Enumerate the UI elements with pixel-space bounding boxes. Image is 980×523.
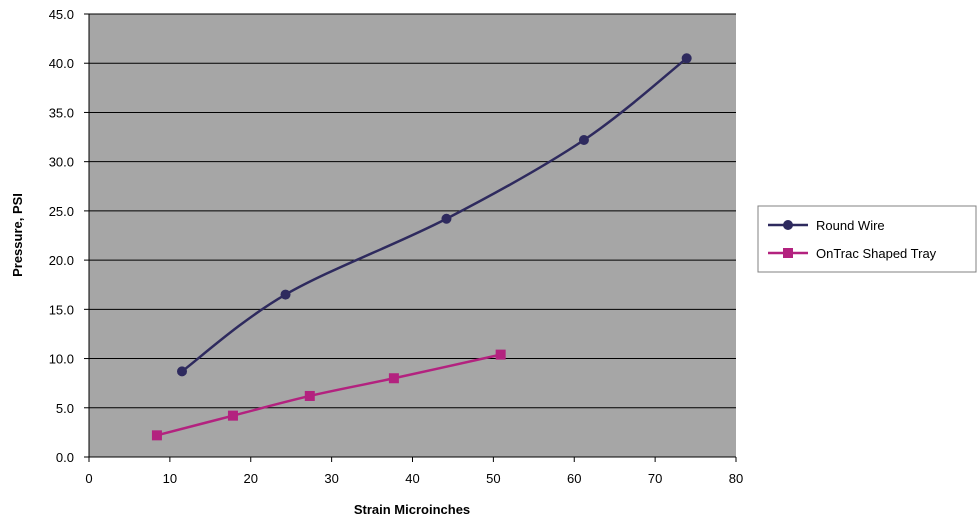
y-tick-label: 5.0 xyxy=(56,401,74,416)
data-point xyxy=(388,373,399,384)
x-tick-label: 70 xyxy=(648,471,662,486)
y-tick-label: 30.0 xyxy=(49,155,74,170)
legend-marker xyxy=(783,248,793,258)
y-tick-label: 10.0 xyxy=(49,352,74,367)
x-tick-label: 10 xyxy=(163,471,177,486)
x-tick-label: 60 xyxy=(567,471,581,486)
x-tick-label: 50 xyxy=(486,471,500,486)
data-point xyxy=(151,430,162,441)
y-tick-label: 45.0 xyxy=(49,7,74,22)
y-axis-title: Pressure, PSI xyxy=(10,193,25,277)
legend-box xyxy=(757,205,977,273)
y-tick-label: 20.0 xyxy=(49,253,74,268)
data-point xyxy=(280,289,291,300)
data-point xyxy=(441,213,452,224)
data-point xyxy=(177,366,188,377)
series-layer xyxy=(151,53,692,441)
data-point xyxy=(578,135,589,146)
series-round-wire xyxy=(177,53,692,377)
x-tick-label: 80 xyxy=(729,471,743,486)
legend-marker xyxy=(783,220,793,230)
y-tick-label: 35.0 xyxy=(49,105,74,120)
legend-item-ontrac-shaped-tray: OnTrac Shaped Tray xyxy=(768,246,937,261)
x-axis-title: Strain Microinches xyxy=(354,502,470,517)
data-point xyxy=(227,410,238,421)
x-tick-label: 20 xyxy=(244,471,258,486)
x-tick-label: 0 xyxy=(85,471,92,486)
y-tick-label: 15.0 xyxy=(49,302,74,317)
legend-label: Round Wire xyxy=(816,218,885,233)
x-tick-label: 30 xyxy=(324,471,338,486)
y-tick-label: 0.0 xyxy=(56,450,74,465)
legend: Round Wire OnTrac Shaped Tray xyxy=(757,205,977,273)
y-tick-label: 40.0 xyxy=(49,56,74,71)
data-point xyxy=(495,349,506,360)
x-tick-label: 40 xyxy=(405,471,419,486)
data-point xyxy=(681,53,692,64)
y-axis-ticks: 0.0 5.0 10.0 15.0 20.0 25.0 30.0 35.0 40.0 45.0 xyxy=(49,7,89,465)
x-axis-ticks: 0 10 20 30 40 50 60 70 80 xyxy=(85,457,743,486)
y-tick-label: 25.0 xyxy=(49,204,74,219)
legend-label: OnTrac Shaped Tray xyxy=(816,246,937,261)
legend-item-round-wire: Round Wire xyxy=(768,218,885,233)
data-point xyxy=(304,390,315,401)
series-ontrac-shaped-tray xyxy=(151,349,506,441)
